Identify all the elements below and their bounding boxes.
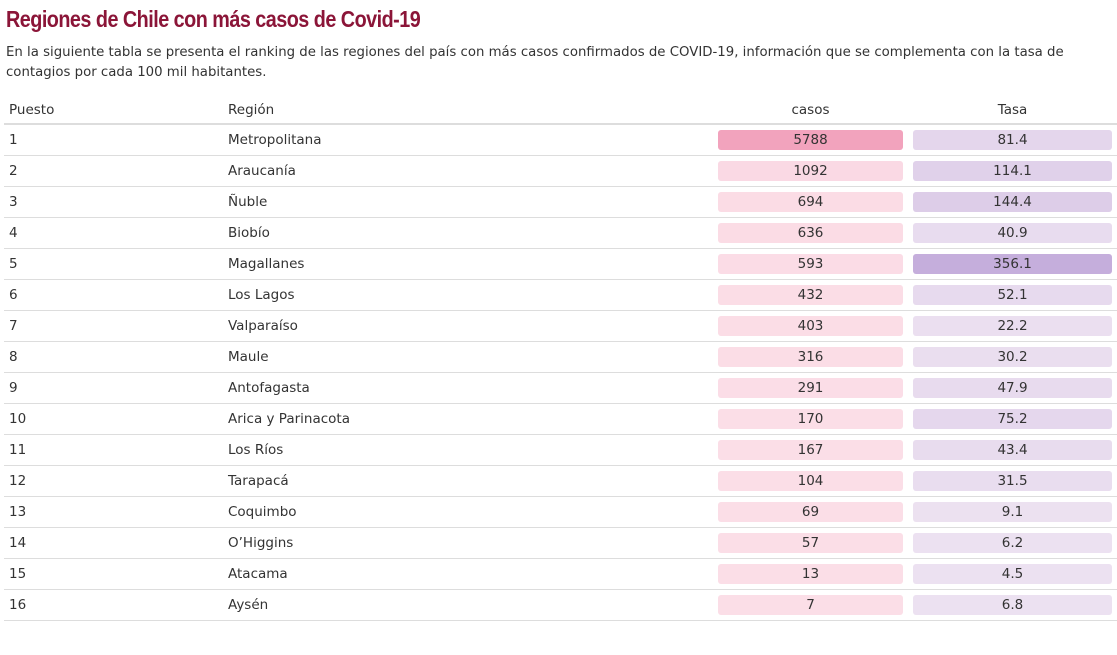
casos-cell: 57 [718, 533, 903, 553]
puesto: 1 [4, 124, 223, 156]
puesto: 10 [4, 403, 223, 435]
table-row: 6 Los Lagos 432 52.1 [4, 279, 1117, 311]
table-row: 2 Araucanía 1092 114.1 [4, 155, 1117, 187]
casos-cell: 69 [718, 502, 903, 522]
puesto: 6 [4, 279, 223, 311]
table-row: 1 Metropolitana 5788 81.4 [4, 124, 1117, 156]
header-tasa[interactable]: Tasa [908, 96, 1117, 125]
puesto: 3 [4, 186, 223, 218]
table-row: 12 Tarapacá 104 31.5 [4, 465, 1117, 497]
puesto: 11 [4, 434, 223, 466]
casos-cell: 13 [718, 564, 903, 584]
table-row: 10 Arica y Parinacota 170 75.2 [4, 403, 1117, 435]
region: Arica y Parinacota [223, 403, 713, 435]
table-header: Puesto Región casos Tasa [4, 96, 1117, 125]
page-title: Regiones de Chile con más casos de Covid… [6, 6, 421, 32]
casos-cell: 316 [718, 347, 903, 367]
puesto: 7 [4, 310, 223, 342]
ranking-table: Puesto Región casos Tasa 1 Metropolitana… [4, 96, 1117, 621]
table-row: 15 Atacama 13 4.5 [4, 558, 1117, 590]
table-row: 11 Los Ríos 167 43.4 [4, 434, 1117, 466]
tasa-cell: 356.1 [913, 254, 1112, 274]
region: Coquimbo [223, 496, 713, 528]
puesto: 16 [4, 589, 223, 621]
casos-cell: 7 [718, 595, 903, 615]
tasa-cell: 6.8 [913, 595, 1112, 615]
table-row: 4 Biobío 636 40.9 [4, 217, 1117, 249]
region: O’Higgins [223, 527, 713, 559]
header-puesto[interactable]: Puesto [4, 96, 223, 125]
region: Ñuble [223, 186, 713, 218]
region: Antofagasta [223, 372, 713, 404]
puesto: 15 [4, 558, 223, 590]
region: Maule [223, 341, 713, 373]
region: Biobío [223, 217, 713, 249]
tasa-cell: 30.2 [913, 347, 1112, 367]
casos-cell: 170 [718, 409, 903, 429]
table-row: 3 Ñuble 694 144.4 [4, 186, 1117, 218]
casos-cell: 636 [718, 223, 903, 243]
region: Valparaíso [223, 310, 713, 342]
description: En la siguiente tabla se presenta el ran… [6, 45, 1064, 80]
table-row: 16 Aysén 7 6.8 [4, 589, 1117, 621]
table-row: 8 Maule 316 30.2 [4, 341, 1117, 373]
puesto: 12 [4, 465, 223, 497]
tasa-cell: 144.4 [913, 192, 1112, 212]
tasa-cell: 40.9 [913, 223, 1112, 243]
tasa-cell: 22.2 [913, 316, 1112, 336]
puesto: 2 [4, 155, 223, 187]
puesto: 5 [4, 248, 223, 280]
header-casos[interactable]: casos [713, 96, 908, 125]
puesto: 4 [4, 217, 223, 249]
tasa-cell: 47.9 [913, 378, 1112, 398]
casos-cell: 593 [718, 254, 903, 274]
table-row: 9 Antofagasta 291 47.9 [4, 372, 1117, 404]
header-region[interactable]: Región [223, 96, 713, 125]
tasa-cell: 31.5 [913, 471, 1112, 491]
casos-cell: 403 [718, 316, 903, 336]
tasa-cell: 52.1 [913, 285, 1112, 305]
region: Los Ríos [223, 434, 713, 466]
casos-cell: 694 [718, 192, 903, 212]
tasa-cell: 81.4 [913, 130, 1112, 150]
region: Tarapacá [223, 465, 713, 497]
region: Aysén [223, 589, 713, 621]
table-row: 14 O’Higgins 57 6.2 [4, 527, 1117, 559]
tasa-cell: 6.2 [913, 533, 1112, 553]
tasa-cell: 9.1 [913, 502, 1112, 522]
region: Magallanes [223, 248, 713, 280]
puesto: 8 [4, 341, 223, 373]
casos-cell: 291 [718, 378, 903, 398]
puesto: 9 [4, 372, 223, 404]
puesto: 13 [4, 496, 223, 528]
region: Metropolitana [223, 124, 713, 156]
casos-cell: 104 [718, 471, 903, 491]
region: Araucanía [223, 155, 713, 187]
region: Los Lagos [223, 279, 713, 311]
casos-cell: 1092 [718, 161, 903, 181]
table-row: 5 Magallanes 593 356.1 [4, 248, 1117, 280]
casos-cell: 167 [718, 440, 903, 460]
tasa-cell: 114.1 [913, 161, 1112, 181]
region: Atacama [223, 558, 713, 590]
casos-cell: 432 [718, 285, 903, 305]
tasa-cell: 75.2 [913, 409, 1112, 429]
tasa-cell: 43.4 [913, 440, 1112, 460]
casos-cell: 5788 [718, 130, 903, 150]
puesto: 14 [4, 527, 223, 559]
table-row: 13 Coquimbo 69 9.1 [4, 496, 1117, 528]
table-row: 7 Valparaíso 403 22.2 [4, 310, 1117, 342]
tasa-cell: 4.5 [913, 564, 1112, 584]
